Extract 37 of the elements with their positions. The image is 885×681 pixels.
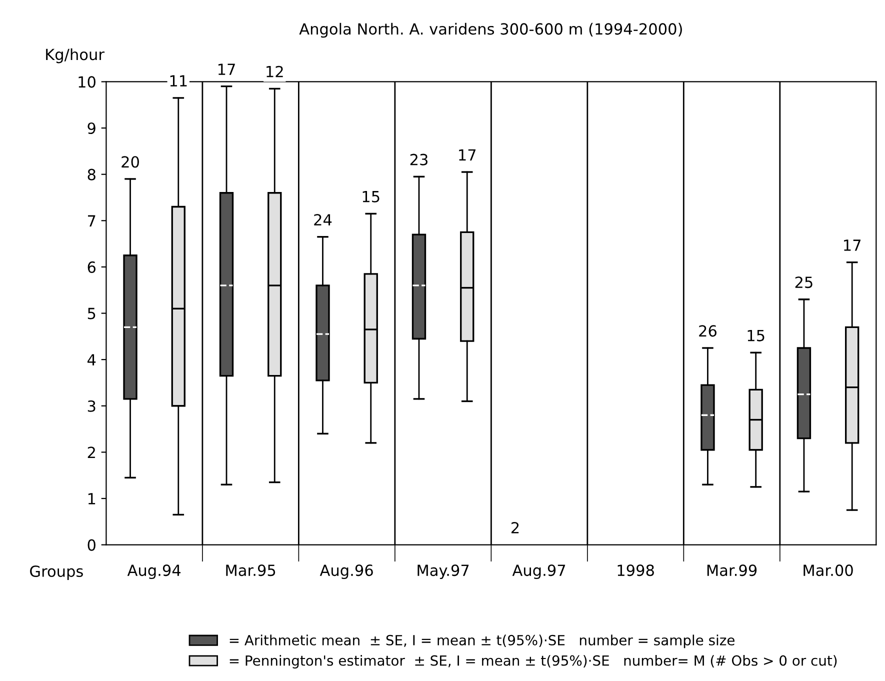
x-tick-label: Mar.95 <box>226 564 276 576</box>
y-tick-label: 2 <box>88 446 95 458</box>
text: 17 <box>844 240 861 251</box>
x-tick-label: 1998 <box>618 564 654 576</box>
x-axis-title: Groups <box>30 565 83 580</box>
y-tick-label: 8 <box>88 168 96 180</box>
y-axis-title: Kg/hour <box>46 48 104 64</box>
text: 12 <box>266 66 283 78</box>
text: 2 <box>511 522 519 534</box>
text: 15 <box>362 191 380 202</box>
text: 20 <box>122 156 139 168</box>
chart-title: Angola North. A. varidens 300-600 m (1994-2000) <box>299 22 682 38</box>
legend-label: = Pennington's estimator ± SE, I = mean ± t(95%)·SE number= M (# Obs > 0 or cut) <box>230 655 837 668</box>
y-tick-label: 3 <box>88 400 96 412</box>
y-tick-label: 6 <box>88 261 96 273</box>
x-tick-label: May.97 <box>418 564 469 580</box>
text: 11 <box>170 75 187 86</box>
text: 25 <box>795 276 812 288</box>
x-tick-label: Aug.97 <box>512 564 566 580</box>
x-tick-label: Mar.00 <box>804 564 853 576</box>
y-tick-label: 5 <box>88 308 96 320</box>
y-tick-label: 0 <box>88 539 96 551</box>
text: 23 <box>410 154 428 166</box>
text: 17 <box>459 149 476 161</box>
text: 24 <box>314 214 332 226</box>
y-tick-label: 1 <box>88 493 96 504</box>
x-tick-label: Mar.99 <box>707 564 757 576</box>
y-tick-label: 9 <box>88 122 96 134</box>
text: 15 <box>748 330 764 342</box>
y-tick-label: 4 <box>88 354 96 366</box>
text: 26 <box>699 325 716 337</box>
x-tick-label: Aug.96 <box>320 564 373 580</box>
text: 17 <box>218 64 235 75</box>
y-tick-label: 10 <box>78 76 96 88</box>
y-tick-label: 7 <box>88 215 96 226</box>
x-tick-label: Aug.94 <box>127 564 181 580</box>
legend-label: = Arithmetic mean ± SE, I = mean ± t(95%)·SE number = sample size <box>230 634 734 648</box>
